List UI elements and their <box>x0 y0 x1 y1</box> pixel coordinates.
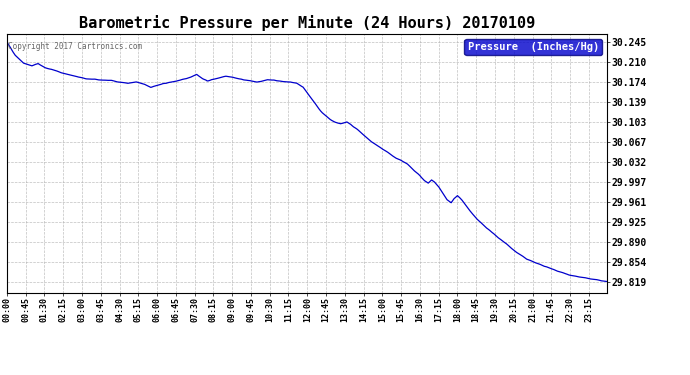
Text: Copyright 2017 Cartronics.com: Copyright 2017 Cartronics.com <box>8 42 142 51</box>
Legend: Pressure  (Inches/Hg): Pressure (Inches/Hg) <box>464 39 602 55</box>
Title: Barometric Pressure per Minute (24 Hours) 20170109: Barometric Pressure per Minute (24 Hours… <box>79 15 535 31</box>
